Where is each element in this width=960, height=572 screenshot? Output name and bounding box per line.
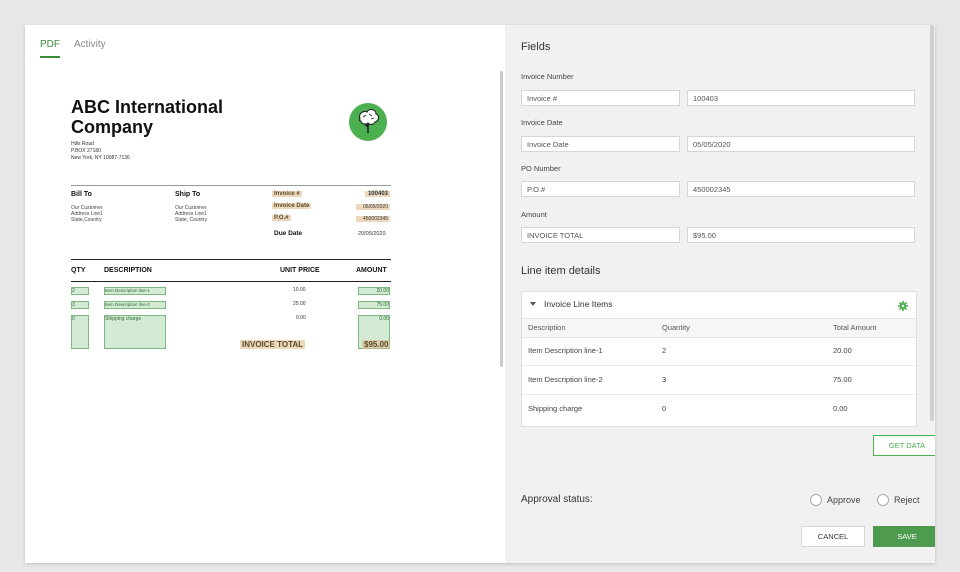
invoice-number-label: Invoice # xyxy=(272,191,302,197)
approval-status-label: Approval status: xyxy=(521,494,593,505)
divider xyxy=(71,281,391,282)
invoice-date-value: 05/05/2020 xyxy=(356,204,390,210)
line-items-card-header[interactable]: Invoice Line Items xyxy=(530,299,613,309)
invoice-number-key-input[interactable]: Invoice # xyxy=(521,90,680,106)
line-quantity: 3 xyxy=(662,375,667,384)
radio-circle[interactable] xyxy=(810,494,822,506)
qty-cell: 0 xyxy=(71,315,89,349)
total-amount-column-header: Total Amount xyxy=(833,323,877,332)
ship-to-line: State, Country xyxy=(175,217,207,223)
amount-value-input[interactable]: $95.00 xyxy=(687,227,915,243)
unit-price-cell: 0.00 xyxy=(296,315,306,321)
tab-bar: PDF Activity xyxy=(40,39,106,58)
radio-circle[interactable] xyxy=(877,494,889,506)
line-description: Item Description line-1 xyxy=(528,346,603,355)
ship-to-heading: Ship To xyxy=(175,191,201,198)
company-address: Hills Road P.BOX 27180 New York, NY 1008… xyxy=(71,141,130,162)
cancel-button[interactable]: CANCEL xyxy=(801,526,865,547)
po-number-field-label: PO Number xyxy=(521,164,561,173)
fields-scrollbar[interactable] xyxy=(930,25,934,421)
bill-to-line: State,Country xyxy=(71,217,102,223)
bill-to-line: Address Line1 xyxy=(71,211,103,217)
invoice-date-key-input[interactable]: Invoice Date xyxy=(521,136,680,152)
divider xyxy=(71,185,391,186)
description-column-header: Description xyxy=(528,323,566,332)
line-quantity: 0 xyxy=(662,404,667,413)
line-total: 0.00 xyxy=(833,404,848,413)
amount-cell: 75.00 xyxy=(358,301,390,309)
invoice-number-value-input[interactable]: 100403 xyxy=(687,90,915,106)
tab-pdf[interactable]: PDF xyxy=(40,39,60,58)
approve-radio[interactable]: Approve xyxy=(810,494,861,506)
po-number-key-input[interactable]: P.O.# xyxy=(521,181,680,197)
address-line: New York, NY 10087-7136 xyxy=(71,155,130,161)
line-items-table-header: Description Quantity Total Amount xyxy=(522,318,916,338)
fields-title: Fields xyxy=(521,41,551,53)
invoice-total-label: INVOICE TOTAL xyxy=(240,340,306,349)
reject-label: Reject xyxy=(894,495,920,505)
invoice-total-value: $95.00 xyxy=(362,340,391,349)
company-name: ABC International Company xyxy=(71,97,224,137)
caret-down-icon[interactable] xyxy=(530,302,536,306)
table-row[interactable]: Item Description line-2 3 75.00 xyxy=(522,366,916,395)
bill-to-heading: Bill To xyxy=(71,191,92,198)
save-button[interactable]: SAVE xyxy=(873,526,935,547)
invoice-date-field-label: Invoice Date xyxy=(521,118,563,127)
amount-key-input[interactable]: INVOICE TOTAL xyxy=(521,227,680,243)
line-description: Shipping charge xyxy=(528,404,583,413)
address-line: Hills Road xyxy=(71,141,94,147)
get-data-button[interactable]: GET DATA xyxy=(873,435,935,456)
tree-logo-icon xyxy=(349,103,387,141)
line-quantity: 2 xyxy=(662,346,667,355)
quantity-column-header: Quantity xyxy=(662,323,690,332)
invoice-date-value-input[interactable]: 05/05/2020 xyxy=(687,136,915,152)
unit-price-header: UNIT PRICE xyxy=(280,267,320,274)
document-scrollbar[interactable] xyxy=(500,71,503,367)
invoice-number-value: 100403 xyxy=(365,191,390,197)
invoice-date-label: Invoice Date xyxy=(272,203,312,209)
divider xyxy=(71,259,391,260)
document-panel: PDF Activity ABC International Company H… xyxy=(25,25,505,563)
unit-price-cell: 10.00 xyxy=(293,287,306,293)
amount-field-label: Amount xyxy=(521,210,547,219)
qty-cell: 3 xyxy=(71,301,89,309)
app-window: PDF Activity ABC International Company H… xyxy=(25,25,935,563)
ship-to-line: Our Customer xyxy=(175,205,207,211)
address-line: P.BOX 27180 xyxy=(71,148,101,154)
description-cell: Item Description line-2 xyxy=(104,301,166,309)
tab-activity[interactable]: Activity xyxy=(74,39,106,50)
table-row[interactable]: Shipping charge 0 0.00 xyxy=(522,395,916,423)
po-number-value: 450002345 xyxy=(356,216,390,222)
due-date-value: 20/05/2020 xyxy=(358,231,386,237)
unit-price-cell: 25.00 xyxy=(293,301,306,307)
bill-to-address: Our Customer Address Line1 State,Country xyxy=(71,205,103,223)
line-total: 75.00 xyxy=(833,375,852,384)
line-items-card: Invoice Line Items xyxy=(521,291,917,427)
line-item-title: Line item details xyxy=(521,265,601,277)
description-cell: Shipping charge xyxy=(104,315,166,349)
description-cell: Item Description line-1 xyxy=(104,287,166,295)
line-description: Item Description line-2 xyxy=(528,375,603,384)
fields-panel: Fields Invoice Number Invoice # 100403 I… xyxy=(505,25,935,563)
ship-to-address: Our Customer Address Line1 State, Countr… xyxy=(175,205,207,223)
po-number-value-input[interactable]: 450002345 xyxy=(687,181,915,197)
due-date-label: Due Date xyxy=(274,230,303,237)
gear-icon[interactable] xyxy=(898,298,908,311)
table-row[interactable]: Item Description line-1 2 20.00 xyxy=(522,337,916,366)
line-items-card-title: Invoice Line Items xyxy=(544,299,613,309)
line-total: 20.00 xyxy=(833,346,852,355)
description-header: DESCRIPTION xyxy=(104,267,152,274)
reject-radio[interactable]: Reject xyxy=(877,494,920,506)
invoice-number-field-label: Invoice Number xyxy=(521,72,574,81)
ship-to-line: Address Line1 xyxy=(175,211,207,217)
qty-cell: 2 xyxy=(71,287,89,295)
approve-label: Approve xyxy=(827,495,861,505)
amount-header: AMOUNT xyxy=(356,267,387,274)
po-number-label: P.O.# xyxy=(272,215,291,221)
qty-header: QTY xyxy=(71,267,86,274)
amount-cell: 20.00 xyxy=(358,287,390,295)
bill-to-line: Our Customer xyxy=(71,205,103,211)
